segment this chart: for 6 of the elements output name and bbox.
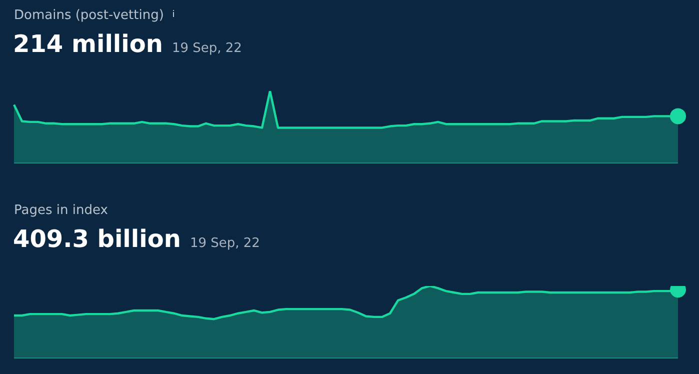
text: 214 million bbox=[13, 30, 163, 58]
chart-title: Domains (post-vetting) bbox=[14, 8, 164, 23]
text: 19 Sep, 22 bbox=[172, 41, 242, 56]
text: 409.3 billion bbox=[13, 225, 181, 253]
chart-title: Pages in index bbox=[14, 203, 108, 218]
text: 19 Sep, 22 bbox=[190, 236, 260, 251]
